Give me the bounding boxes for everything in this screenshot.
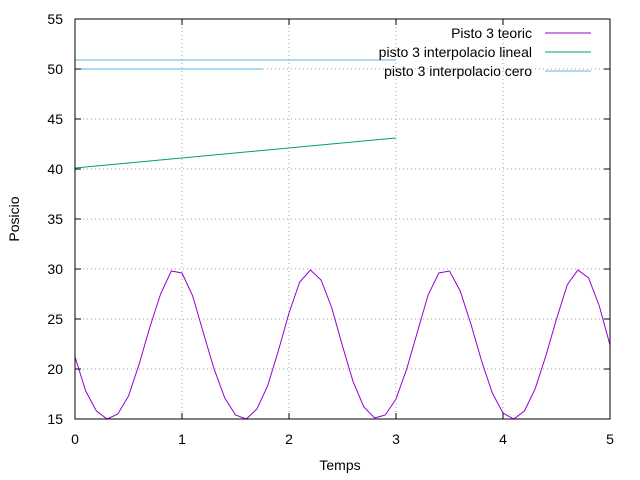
y-tick-label: 35 — [47, 211, 63, 227]
y-tick-label: 20 — [47, 361, 63, 377]
y-tick-label: 25 — [47, 311, 63, 327]
y-tick-label: 50 — [47, 61, 63, 77]
x-tick-label: 0 — [71, 431, 79, 447]
x-tick-label: 1 — [178, 431, 186, 447]
x-tick-label: 2 — [285, 431, 293, 447]
y-tick-label: 45 — [47, 111, 63, 127]
grid — [75, 19, 610, 419]
y-tick-label: 30 — [47, 261, 63, 277]
legend: Pisto 3 teoric pisto 3 interpolacio linea… — [379, 25, 591, 79]
y-tick-label: 55 — [47, 11, 63, 27]
series-line — [74, 137, 397, 169]
x-tick-label: 4 — [499, 431, 507, 447]
y-tick-label: 15 — [47, 411, 63, 427]
x-tick-label: 3 — [392, 431, 400, 447]
legend-label: Pisto 3 teoric — [451, 25, 532, 41]
y-tick-label: 40 — [47, 161, 63, 177]
series-layer — [74, 59, 611, 420]
x-axis-label: Temps — [319, 457, 360, 473]
legend-label: pisto 3 interpolacio cero — [384, 63, 532, 79]
legend-label: pisto 3 interpolacio lineal — [379, 44, 532, 60]
series-line — [74, 269, 611, 420]
y-axis-label: Posicio — [6, 196, 22, 241]
x-tick-label: 5 — [606, 431, 614, 447]
